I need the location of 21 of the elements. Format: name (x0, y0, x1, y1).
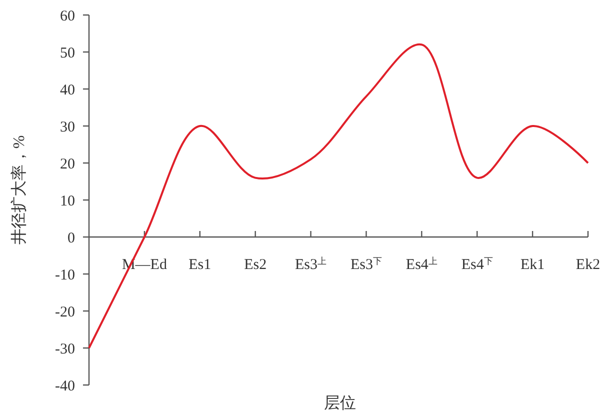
y-axis-title: 井径扩大率，% (10, 135, 28, 245)
y-tick-label: 60 (60, 8, 75, 24)
x-tick-label: Es3$^{上}$ (295, 256, 327, 273)
y-tick-label: -30 (55, 341, 75, 358)
y-tick-label: -10 (55, 267, 75, 284)
x-tick-label: Es4$^{下}$ (461, 256, 493, 273)
x-tick-label: Ek2 (576, 257, 600, 273)
y-tick-label: 40 (60, 82, 75, 98)
y-tick-label: 30 (60, 119, 75, 136)
x-axis-title: 层位 (324, 395, 356, 412)
x-tick-label: Es3$^{下}$ (350, 256, 382, 273)
y-tick-label: 50 (60, 45, 75, 62)
y-tick-label: 0 (68, 230, 75, 246)
y-tick-label: 10 (60, 193, 75, 210)
x-tick-label: Es2 (244, 257, 267, 273)
x-tick-label: Es4$^{上}$ (406, 256, 438, 273)
y-tick-label: -40 (55, 378, 75, 394)
x-tick-label: Ek1 (520, 257, 545, 273)
y-tick-label: -20 (55, 304, 75, 320)
x-tick-label: Es1 (188, 257, 212, 273)
y-tick-label: 20 (60, 156, 75, 172)
